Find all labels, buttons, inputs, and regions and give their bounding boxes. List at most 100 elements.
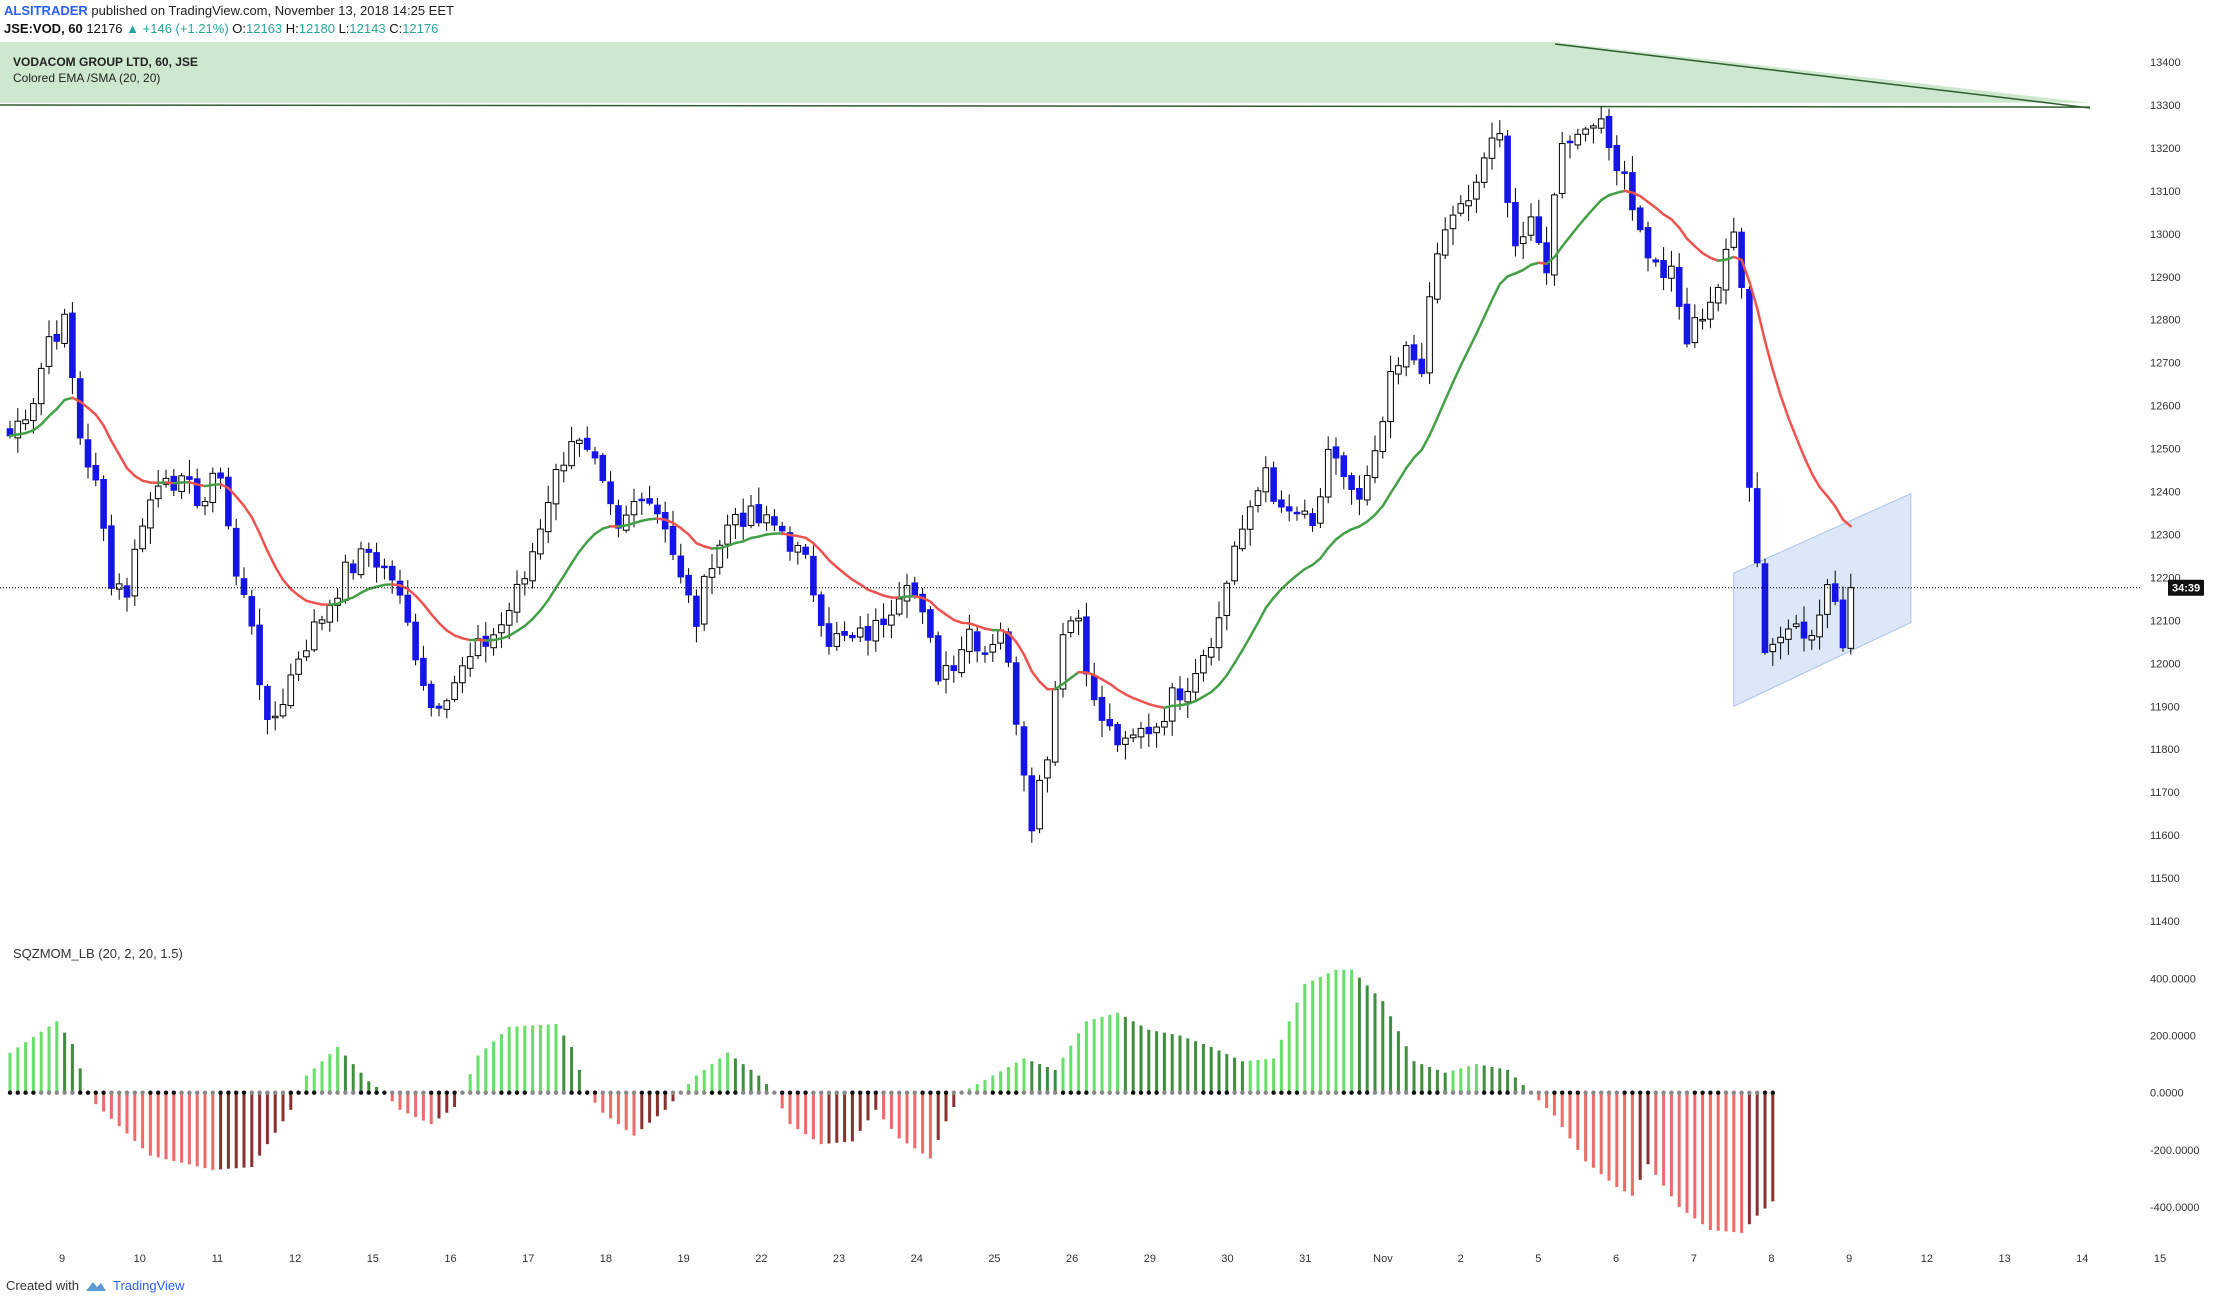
candle-body — [154, 485, 162, 500]
price-tick-label: 12700 — [2150, 358, 2181, 370]
ema-segment — [1638, 194, 1650, 204]
tradingview-brand[interactable]: TradingView — [112, 1278, 185, 1293]
squeeze-dot — [1466, 1090, 1471, 1095]
squeeze-dot — [1700, 1090, 1705, 1095]
candle-body — [123, 585, 131, 598]
squeeze-dot — [273, 1090, 278, 1095]
candle — [747, 494, 755, 529]
squeeze-dot — [1029, 1090, 1035, 1095]
squeeze-dot — [780, 1090, 785, 1095]
candle — [22, 409, 29, 430]
squeeze-dot — [93, 1090, 99, 1095]
candle-body — [1535, 216, 1543, 244]
ema-segment — [1241, 635, 1252, 652]
ema-segment — [1022, 653, 1034, 673]
squeeze-dot — [1482, 1090, 1487, 1095]
candle — [615, 499, 622, 538]
candle — [1496, 120, 1504, 148]
ema-segment — [1319, 546, 1330, 560]
time-tick-label: Nov — [1373, 1253, 1393, 1265]
candle — [1449, 205, 1457, 246]
ema-segment — [1818, 485, 1829, 498]
candle-body — [817, 594, 825, 626]
ema-segment — [749, 535, 761, 540]
ema-segment — [788, 533, 800, 538]
squeeze-dot — [1107, 1090, 1113, 1095]
candle — [256, 608, 263, 700]
ema-segment — [741, 536, 753, 543]
ema-segment — [1787, 416, 1798, 439]
candle-body — [1387, 370, 1394, 423]
ema-segment — [765, 532, 776, 536]
author-name[interactable]: ALSITRADER — [4, 3, 88, 18]
candle-body — [1246, 506, 1254, 530]
colored-ema-line — [8, 189, 1853, 709]
indicator-legend[interactable]: SQZMOM_LB (20, 2, 20, 1.5) — [13, 946, 183, 961]
squeeze-dot — [842, 1090, 847, 1095]
squeeze-dot — [1123, 1090, 1128, 1095]
squeeze-dot — [1185, 1090, 1191, 1095]
ema-segment — [1381, 491, 1392, 508]
ema-segment — [554, 574, 566, 589]
ema-segment — [1443, 381, 1455, 402]
candle — [69, 302, 76, 395]
candle-body — [498, 624, 505, 634]
ema-segment — [1475, 315, 1486, 336]
squeeze-dot — [975, 1090, 980, 1095]
squeeze-dot — [546, 1090, 551, 1095]
candle-body — [295, 658, 302, 675]
candle-body — [1044, 759, 1051, 779]
price-axis[interactable]: 11400 11500 11600 11700 11800 11900 12000 12100… — [2150, 57, 2181, 928]
candle-body — [279, 704, 287, 717]
ema-segment — [1389, 479, 1400, 495]
squeeze-dot — [1614, 1090, 1620, 1095]
squeeze-dot — [1669, 1090, 1674, 1095]
candle-body — [365, 548, 373, 553]
candle-body — [1067, 620, 1075, 634]
momentum-axis[interactable]: 400.0000 200.0000 0.0000 -200.0000 -400.0000 — [2150, 973, 2200, 1214]
ema-segment — [1802, 455, 1814, 475]
time-tick-label: 23 — [833, 1253, 845, 1265]
candle-body — [638, 498, 646, 502]
candle — [888, 599, 895, 639]
squeeze-dot — [1037, 1090, 1042, 1095]
tradingview-logo-icon — [85, 1281, 106, 1291]
candle — [521, 571, 529, 596]
candle — [1012, 656, 1020, 736]
candle — [1590, 123, 1597, 144]
candle — [365, 542, 373, 567]
symbol-name[interactable]: JSE:VOD, 60 — [4, 21, 83, 36]
candle — [1753, 472, 1761, 568]
candle-body — [966, 628, 973, 653]
candle-body — [1371, 450, 1379, 479]
candle — [264, 684, 271, 735]
time-axis[interactable]: 9 10 11 12 15 16 17 18 19 22 23 24 25 26 29 30 31 Nov 2 5 6 7… — [59, 1253, 2166, 1265]
ema-segment — [1794, 436, 1806, 458]
candle — [1402, 341, 1410, 377]
candle — [1410, 334, 1418, 365]
candle — [1714, 284, 1722, 312]
legend-study[interactable]: Colored EMA /SMA (20, 20) — [13, 71, 161, 85]
candle — [1535, 199, 1543, 245]
squeeze-dot — [109, 1090, 114, 1095]
squeeze-dot — [522, 1090, 527, 1095]
candle-body — [544, 502, 552, 533]
candle — [1044, 756, 1051, 793]
squeeze-dot — [553, 1090, 559, 1095]
candle-body — [919, 593, 926, 613]
candle — [1309, 508, 1316, 532]
squeeze-dot — [1567, 1090, 1573, 1095]
squeeze-dot — [1692, 1090, 1698, 1095]
candle-body — [1675, 266, 1683, 307]
squeeze-dot — [39, 1090, 44, 1095]
candle-body — [716, 544, 724, 568]
ema-segment — [336, 598, 347, 606]
squeeze-dot — [1762, 1090, 1768, 1095]
candle-body — [1161, 720, 1168, 728]
candle — [162, 469, 170, 488]
squeeze-dot — [1201, 1090, 1206, 1095]
squeeze-dot — [1497, 1090, 1503, 1095]
squeeze-dot — [1279, 1090, 1284, 1095]
candle-body — [1122, 737, 1129, 745]
